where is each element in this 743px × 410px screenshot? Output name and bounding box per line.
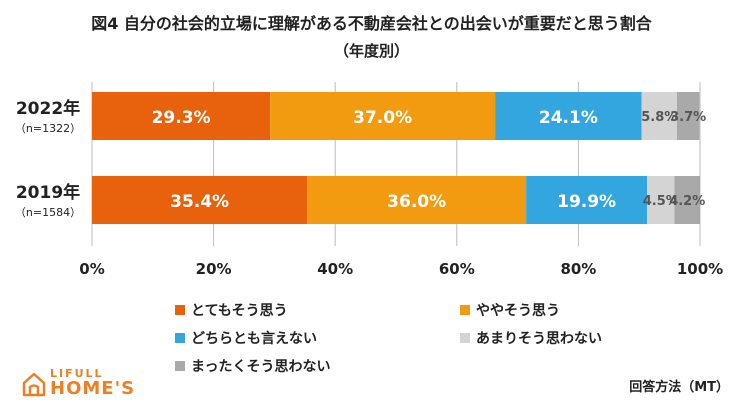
legend-swatch	[175, 361, 185, 371]
data-label: 29.3%	[152, 108, 211, 128]
bar-segment	[270, 92, 496, 140]
category-sublabel: （n=1322）	[15, 122, 81, 135]
x-tick-label: 100%	[677, 260, 723, 278]
category-label: 2022年	[16, 98, 80, 119]
data-label: 19.9%	[557, 192, 616, 212]
bar-segment	[674, 176, 700, 224]
legend-item: まったくそう思わない	[175, 356, 330, 376]
legend-swatch	[460, 333, 470, 343]
bar-segment	[676, 92, 700, 140]
house-icon	[22, 372, 46, 397]
stacked-bar-chart: 0% 20% 40% 60% 80% 100% 29.3% 37.0% 24.1% 5.8%3.7…	[15, 82, 723, 278]
x-tick-label: 60%	[439, 260, 475, 278]
bar-segment	[647, 176, 675, 224]
data-label: 24.1%	[539, 108, 598, 128]
legend-swatch	[175, 333, 185, 343]
bar-segment	[526, 176, 648, 224]
data-label: 5.8%	[641, 110, 677, 125]
x-tick-label: 40%	[317, 260, 353, 278]
x-tick-label: 0%	[79, 260, 104, 278]
legend-swatch	[175, 305, 185, 315]
data-label: 4.5%	[643, 194, 679, 209]
legend-swatch	[460, 305, 470, 315]
legend-item: どちらとも言えない	[175, 328, 317, 348]
x-tick-label: 20%	[196, 260, 232, 278]
logo-main-text: HOME'S	[50, 378, 136, 399]
legend-item: ややそう思う	[460, 300, 560, 320]
legend-label: ややそう思う	[476, 303, 560, 319]
legend-label: どちらとも言えない	[191, 331, 317, 347]
brand-logo: LIFULL HOME'S	[22, 367, 182, 403]
legend-item: あまりそう思わない	[460, 328, 602, 348]
bar-segment	[92, 176, 308, 224]
chart-subtitle: （年度別）	[333, 42, 409, 60]
bar-segment	[307, 176, 527, 224]
legend-label: まったくそう思わない	[191, 359, 331, 375]
legend-label: あまりそう思わない	[476, 331, 602, 347]
category-sublabel: （n=1584）	[15, 206, 81, 219]
legend-item: とてもそう思う	[175, 300, 288, 320]
logo-top-text: LIFULL	[50, 367, 104, 380]
data-label: 4.2%	[669, 194, 705, 209]
data-label: 37.0%	[353, 108, 412, 128]
bar-segment	[92, 92, 271, 140]
bar-segment	[641, 92, 677, 140]
bar-segment	[495, 92, 642, 140]
source-note: 回答方法（MT）	[629, 380, 729, 395]
data-label: 35.4%	[170, 192, 229, 212]
data-label: 3.7%	[670, 110, 706, 125]
data-label: 36.0%	[387, 192, 446, 212]
category-label: 2019年	[16, 182, 80, 203]
chart-title: 図4 自分の社会的立場に理解がある不動産会社との出会いが重要だと思う割合	[91, 14, 652, 33]
legend-label: とてもそう思う	[191, 303, 288, 319]
x-tick-label: 80%	[560, 260, 596, 278]
